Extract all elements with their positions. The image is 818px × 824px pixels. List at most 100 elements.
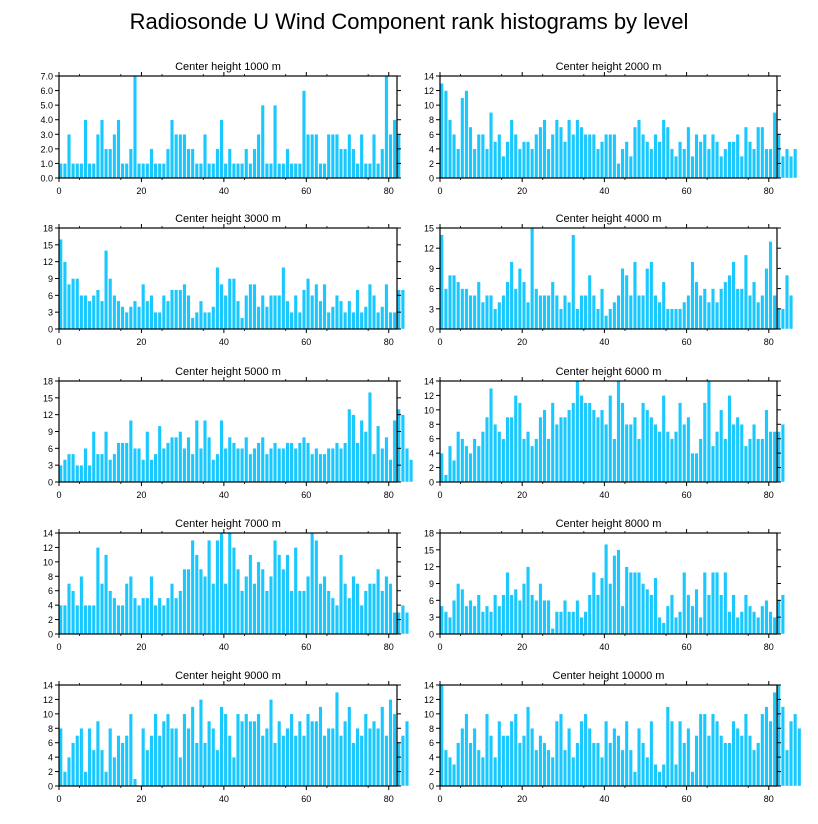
histogram-bar <box>339 300 344 330</box>
histogram-bar <box>505 416 510 483</box>
histogram-bar <box>550 756 555 787</box>
histogram-bar <box>87 300 92 330</box>
histogram-bar <box>207 163 212 179</box>
histogram-bar <box>641 583 646 635</box>
histogram-bar <box>468 742 473 787</box>
histogram-bar <box>731 720 736 787</box>
histogram-bar <box>203 742 207 787</box>
panel-title: Center height 8000 m <box>556 518 662 530</box>
histogram-bar <box>87 728 92 787</box>
histogram-bar <box>211 163 216 179</box>
y-tick-label: 10 <box>424 709 434 719</box>
histogram-bar <box>538 126 543 179</box>
histogram-bar <box>522 583 526 635</box>
histogram-bar <box>608 134 613 179</box>
histogram-bar <box>628 749 633 787</box>
histogram-bar <box>583 611 588 635</box>
histogram-bar <box>768 720 773 787</box>
panel-title: Center height 6000 m <box>556 366 662 378</box>
y-tick-label: 2.0 <box>40 144 53 154</box>
y-tick-label: 2 <box>429 767 434 777</box>
y-tick-label: 9 <box>429 264 434 274</box>
y-tick-label: 14 <box>43 681 53 691</box>
histogram-bar <box>145 163 150 179</box>
histogram-bar <box>141 163 146 179</box>
histogram-bar <box>359 134 364 179</box>
histogram-bar <box>161 163 166 179</box>
histogram-bar <box>554 611 559 635</box>
histogram-bar <box>285 442 290 483</box>
histogram-bar <box>355 728 360 787</box>
y-tick-label: 9 <box>429 579 434 589</box>
histogram-bar <box>780 155 785 179</box>
histogram-bar <box>608 583 613 635</box>
histogram-bar <box>698 141 703 179</box>
histogram-bar <box>661 281 666 330</box>
histogram-bar <box>678 402 683 483</box>
y-tick-label: 18 <box>43 377 53 387</box>
histogram-bar <box>546 438 551 483</box>
histogram-bar <box>485 295 489 330</box>
histogram-bar <box>464 90 469 179</box>
y-tick-label: 6 <box>48 738 53 748</box>
histogram-bar <box>727 611 732 635</box>
histogram-bar <box>464 445 469 483</box>
histogram-bar <box>75 464 80 483</box>
histogram-bar <box>542 295 547 330</box>
histogram-bar <box>698 616 703 635</box>
histogram-bar <box>128 148 133 179</box>
histogram-bar <box>715 431 720 483</box>
histogram-bar <box>686 416 691 483</box>
histogram-bar <box>376 568 381 635</box>
histogram-bar <box>149 148 154 179</box>
histogram-bar <box>534 134 539 179</box>
histogram-bar <box>485 713 489 787</box>
histogram-bar <box>472 295 477 330</box>
histogram-bar <box>526 706 531 787</box>
histogram-bar <box>517 742 522 787</box>
histogram-bar <box>170 436 175 483</box>
histogram-bar <box>558 416 563 483</box>
y-tick-label: 14 <box>424 72 434 82</box>
histogram-bar <box>108 148 113 179</box>
histogram-bar <box>124 583 129 635</box>
histogram-bar <box>624 720 629 787</box>
histogram-bar <box>91 163 96 179</box>
x-tick-label: 40 <box>219 794 229 804</box>
histogram-bar <box>530 445 535 483</box>
histogram-bar <box>302 436 306 483</box>
histogram-bar <box>612 555 617 635</box>
histogram-bar <box>711 288 715 330</box>
histogram-bar <box>62 604 67 635</box>
histogram-bar <box>236 300 240 330</box>
histogram-bar <box>153 604 158 635</box>
histogram-bar <box>112 756 117 787</box>
y-tick-label: 8 <box>429 724 434 734</box>
histogram-bar <box>780 424 785 483</box>
histogram-bar <box>571 611 576 635</box>
histogram-bar <box>231 547 236 635</box>
y-tick-label: 6.0 <box>40 86 53 96</box>
histogram-bar <box>334 134 339 179</box>
histogram-bar <box>277 448 282 483</box>
histogram-bar <box>719 735 724 787</box>
histogram-bar <box>132 300 137 330</box>
histogram-bar <box>198 448 203 483</box>
histogram-bar <box>587 728 592 787</box>
histogram-bar <box>211 306 216 330</box>
histogram-bar <box>768 148 773 179</box>
histogram-bar <box>595 594 600 635</box>
histogram-bar <box>715 301 720 330</box>
histogram-bar <box>628 155 633 179</box>
histogram-bar <box>727 274 732 330</box>
histogram-bar <box>104 431 109 483</box>
histogram-bar <box>558 611 563 635</box>
histogram-bar <box>735 728 740 787</box>
histogram-bar <box>67 756 71 787</box>
histogram-bar <box>497 301 502 330</box>
histogram-bar <box>355 442 360 483</box>
x-tick-label: 80 <box>764 794 774 804</box>
histogram-bar <box>409 459 414 483</box>
histogram-bar <box>297 311 302 330</box>
histogram-bar <box>351 576 356 635</box>
